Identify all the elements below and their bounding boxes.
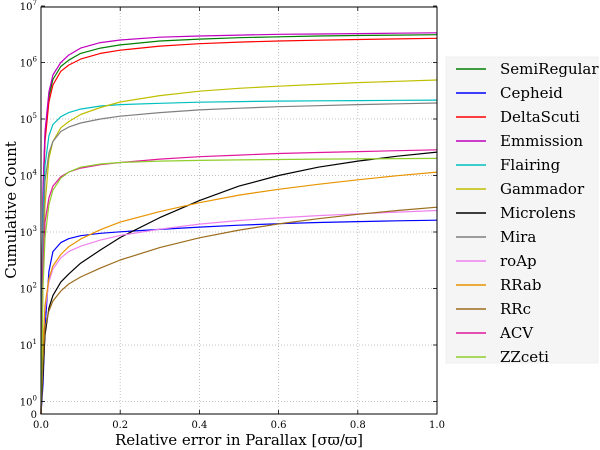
legend-label-cepheid: Cepheid: [500, 84, 563, 102]
ticks: [40, 5, 438, 415]
legend-label-microlens: Microlens: [500, 204, 576, 222]
legend-label-rrab: RRab: [500, 276, 541, 294]
series-line-rrab: [40, 171, 438, 415]
y-tick-label: 101: [20, 338, 37, 352]
series-line-zzceti: [40, 157, 438, 415]
series-line-emmission: [40, 32, 438, 415]
series-line-gammador: [40, 79, 438, 415]
x-tick-label: 1.0: [429, 420, 445, 431]
legend-label-gammador: Gammador: [500, 180, 585, 198]
x-tick-label: 0.4: [191, 420, 207, 431]
x-tick-label: 0.2: [112, 420, 128, 431]
series-line-deltascuti: [40, 37, 438, 415]
legend-label-semiregular: SemiRegular: [500, 60, 599, 78]
y-tick-label: 102: [20, 282, 37, 296]
y-tick-label: 107: [20, 0, 37, 13]
legend-label-mira: Mira: [500, 228, 536, 246]
legend-label-rrc: RRc: [500, 300, 531, 318]
y-tick-label: 104: [20, 169, 38, 183]
legend-label-emmission: Emmission: [500, 132, 583, 150]
x-tick-label: 0.6: [271, 420, 287, 431]
legend-label-deltascuti: DeltaScuti: [500, 108, 580, 126]
legend-box: [445, 56, 599, 364]
x-tick-label: 0.8: [350, 420, 366, 431]
y-tick-label: 106: [20, 56, 38, 70]
x-axis-label: Relative error in Parallax [σϖ/ϖ]: [115, 431, 363, 449]
y-tick-label: 103: [20, 225, 37, 239]
series-line-mira: [40, 102, 438, 415]
series-line-rrc: [40, 206, 438, 415]
plot-frame: [40, 6, 438, 415]
series-layer: [40, 32, 438, 415]
legend-label-zzceti: ZZceti: [500, 348, 549, 366]
y-tick-label: 105: [20, 112, 37, 126]
x-tick-labels: 0.0 0.2 0.4 0.6 0.8 1.0: [33, 420, 445, 431]
x-tick-label: 0.0: [33, 420, 49, 431]
legend: SemiRegular Cepheid DeltaScuti Emmission Fla…: [456, 60, 599, 366]
grid: [41, 7, 437, 414]
y-axis-label: Cumulative Count: [2, 141, 20, 279]
y-tick-label: 100: [20, 395, 37, 409]
y-tick-label: 0: [31, 410, 37, 421]
legend-label-flairing: Flairing: [500, 156, 561, 174]
legend-label-roap: roAp: [500, 252, 537, 270]
legend-label-acv: ACV: [499, 324, 534, 342]
